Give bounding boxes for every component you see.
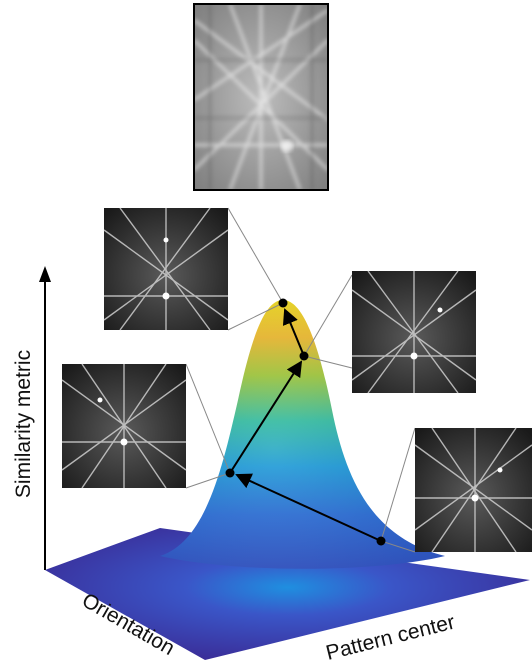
connector-line (303, 274, 353, 357)
simulated-pattern-top-left (103, 207, 229, 331)
simulated-pattern-top-right (351, 270, 477, 394)
path-point (376, 536, 386, 546)
connector-line (227, 207, 284, 304)
connector-line (227, 302, 284, 331)
connector-line (185, 472, 231, 489)
connector-line (380, 540, 416, 553)
orientation-pattern-center-floor (45, 528, 530, 660)
optimization-path (225, 298, 386, 546)
connector-line (185, 363, 231, 474)
simulated-pattern-bottom-right (414, 427, 532, 553)
path-point (278, 298, 288, 308)
connector-line (303, 355, 353, 369)
path-point (299, 351, 309, 361)
vertical-axis-arrowhead (39, 266, 51, 282)
simulated-pattern-mid-left (61, 363, 187, 489)
similarity-metric-label: Similarity metric (12, 350, 35, 498)
connector-line (380, 427, 416, 542)
path-arrow (235, 473, 382, 542)
path-arrow (229, 360, 303, 474)
path-arrow (282, 308, 305, 357)
path-point (225, 468, 235, 478)
experimental-pattern (193, 3, 329, 191)
